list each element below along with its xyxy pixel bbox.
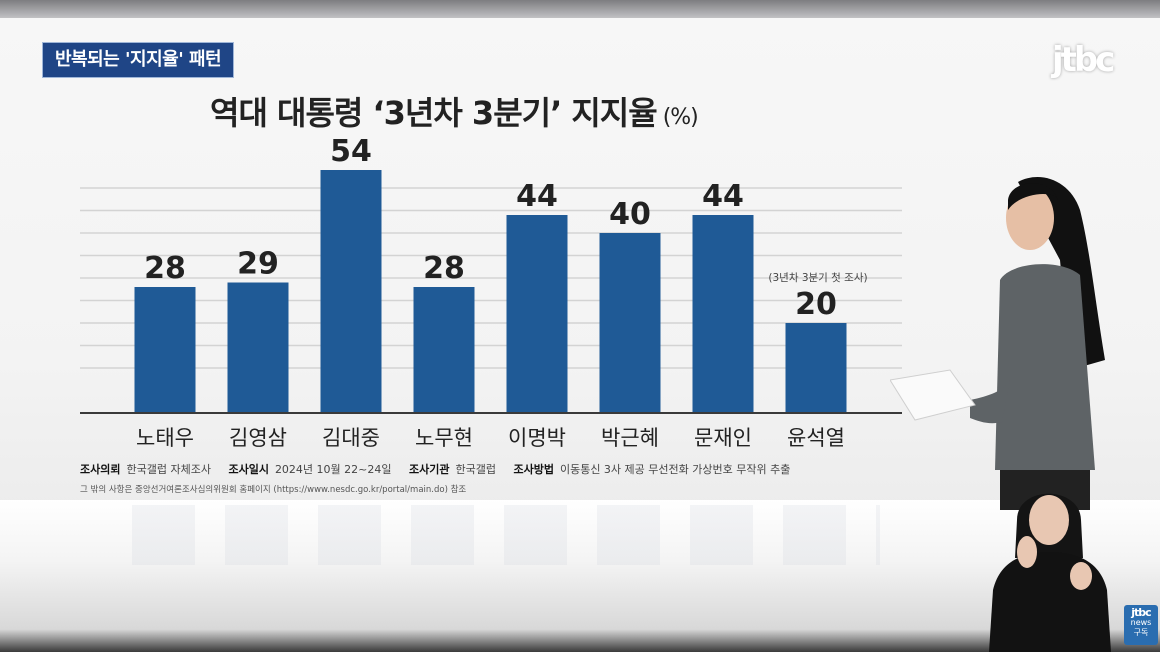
category-label: 김영삼 <box>229 426 287 450</box>
category-label: 노무현 <box>415 426 473 450</box>
category-label: 박근혜 <box>601 426 659 450</box>
segment-caption: 반복되는 '지지율' 패턴 <box>42 42 235 78</box>
bar-value-label: 44 <box>702 179 744 214</box>
bar-5 <box>506 215 568 413</box>
presenter-figure <box>890 177 1105 510</box>
bar-value-label: 20 <box>795 287 837 322</box>
bar-2 <box>227 282 289 413</box>
bar-1 <box>134 287 196 413</box>
footnote-org-label: 조사기관 <box>409 463 450 476</box>
chart-title: 역대 대통령 ‘3년차 3분기’ 지지율 (%) <box>210 88 699 134</box>
bar-3 <box>320 170 382 413</box>
sign-interpreter <box>989 493 1111 652</box>
bar-6 <box>599 233 661 413</box>
footnote-client: 한국갤럽 자체조사 <box>126 463 211 476</box>
category-label: 윤석열 <box>787 426 845 450</box>
jtbc-logo: jtbc <box>1052 40 1115 80</box>
bar-annotation: (3년차 3분기 첫 조사) <box>768 272 867 284</box>
survey-footnote: 조사의뢰 한국갤럽 자체조사 조사일시 2024년 10월 22~24일 조사기관 한… <box>80 461 804 477</box>
category-label: 노태우 <box>136 426 194 450</box>
category-label: 이명박 <box>508 426 566 450</box>
floor-reflection <box>120 505 880 565</box>
bar-value-label: 28 <box>423 251 465 286</box>
subscribe-logo: jtbc <box>1131 606 1151 619</box>
footnote-method-label: 조사방법 <box>513 463 554 476</box>
bar-value-label: 29 <box>237 247 279 282</box>
category-label: 김대중 <box>322 426 380 450</box>
bar-value-label: 44 <box>516 179 558 214</box>
subscribe-button[interactable]: jtbc news 구독 <box>1124 605 1158 645</box>
bar-8 <box>785 323 847 413</box>
subscribe-brand: news <box>1130 618 1152 627</box>
studio-ceiling <box>0 0 1160 20</box>
bar-value-label: 28 <box>144 251 186 286</box>
video-wall <box>0 18 1160 513</box>
bar-7 <box>692 215 754 413</box>
studio-floor <box>0 500 1160 652</box>
category-label: 문재인 <box>694 426 752 450</box>
chart-unit: (%) <box>662 105 699 130</box>
survey-footnote-more: 그 밖의 사항은 중앙선거여론조사심의위원회 홈페이지 (https://www… <box>80 485 467 495</box>
footnote-method: 이동통신 3사 제공 무선전화 가상번호 무작위 추출 <box>559 463 791 476</box>
bar-value-label: 40 <box>609 197 651 232</box>
bar-4 <box>413 287 475 413</box>
chart-title-text: 역대 대통령 ‘3년차 3분기’ 지지율 <box>210 94 658 132</box>
footnote-date-label: 조사일시 <box>228 463 269 476</box>
subscribe-label: 구독 <box>1133 628 1149 637</box>
footnote-client-label: 조사의뢰 <box>80 463 121 476</box>
footnote-org: 한국갤럽 <box>455 463 496 476</box>
footnote-date: 2024년 10월 22~24일 <box>274 463 392 476</box>
bar-value-label: 54 <box>330 134 372 169</box>
